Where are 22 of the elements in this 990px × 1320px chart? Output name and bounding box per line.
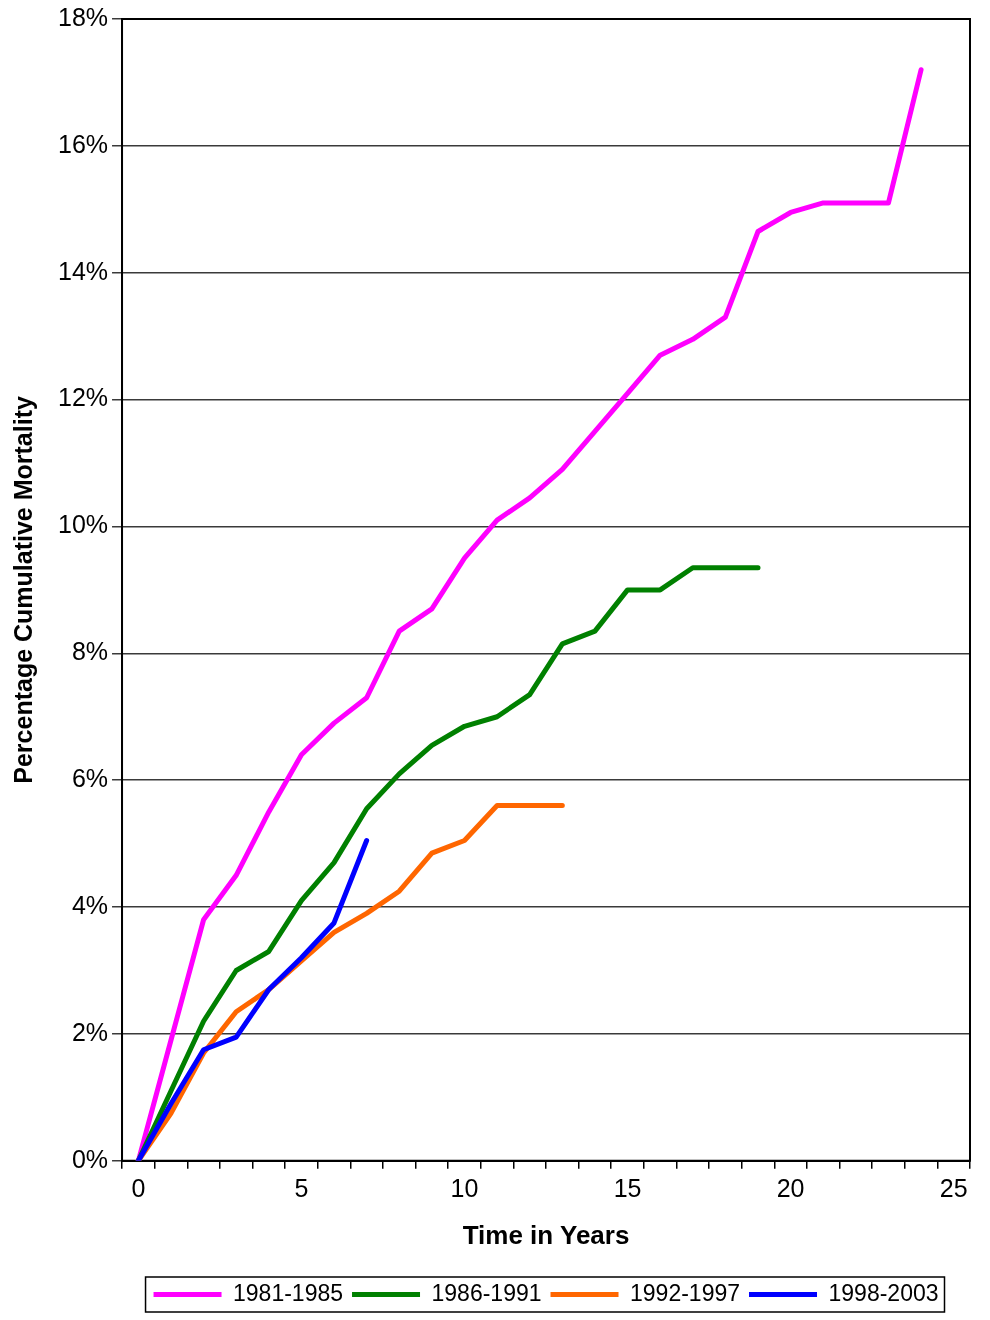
x-axis-title: Time in Years — [462, 1219, 630, 1250]
y-tick-label: 12% — [57, 383, 109, 412]
y-tick-label: 8% — [71, 637, 109, 666]
y-tick-label: 6% — [71, 764, 109, 793]
y-tick-label: 0% — [71, 1144, 109, 1173]
x-tick-label: 25 — [939, 1173, 968, 1202]
y-tick-label: 4% — [71, 890, 109, 919]
legend-label: 1998-2003 — [828, 1279, 939, 1306]
y-tick-label: 18% — [57, 2, 109, 31]
legend-label: 1986-1991 — [431, 1279, 542, 1306]
x-tick-label: 10 — [450, 1173, 479, 1202]
y-tick-label: 16% — [57, 129, 109, 158]
y-axis-title: Percentage Cumulative Mortality — [8, 396, 37, 784]
y-tick-label: 14% — [57, 256, 109, 285]
x-tick-label: 5 — [294, 1173, 309, 1202]
y-tick-label: 10% — [57, 510, 109, 539]
y-tick-label: 2% — [71, 1017, 109, 1046]
x-tick-label: 15 — [613, 1173, 642, 1202]
x-tick-label: 20 — [776, 1173, 805, 1202]
x-tick-label: 0 — [131, 1173, 146, 1202]
legend-label: 1992-1997 — [630, 1279, 741, 1306]
legend-label: 1981-1985 — [233, 1279, 344, 1306]
